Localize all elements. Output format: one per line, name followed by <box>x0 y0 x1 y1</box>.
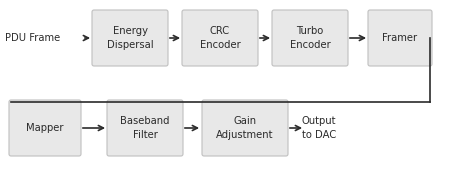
Text: Gain
Adjustment: Gain Adjustment <box>216 116 273 140</box>
Text: Output
to DAC: Output to DAC <box>302 116 336 140</box>
FancyBboxPatch shape <box>182 10 257 66</box>
Text: Baseband
Filter: Baseband Filter <box>120 116 169 140</box>
Text: Mapper: Mapper <box>26 123 64 133</box>
Text: CRC
Encoder: CRC Encoder <box>199 26 240 50</box>
Text: Framer: Framer <box>381 33 417 43</box>
FancyBboxPatch shape <box>92 10 168 66</box>
FancyBboxPatch shape <box>9 100 81 156</box>
FancyBboxPatch shape <box>271 10 347 66</box>
FancyBboxPatch shape <box>107 100 183 156</box>
Text: PDU Frame: PDU Frame <box>5 33 60 43</box>
FancyBboxPatch shape <box>367 10 431 66</box>
Text: Energy
Dispersal: Energy Dispersal <box>106 26 153 50</box>
FancyBboxPatch shape <box>202 100 287 156</box>
Text: Turbo
Encoder: Turbo Encoder <box>289 26 330 50</box>
